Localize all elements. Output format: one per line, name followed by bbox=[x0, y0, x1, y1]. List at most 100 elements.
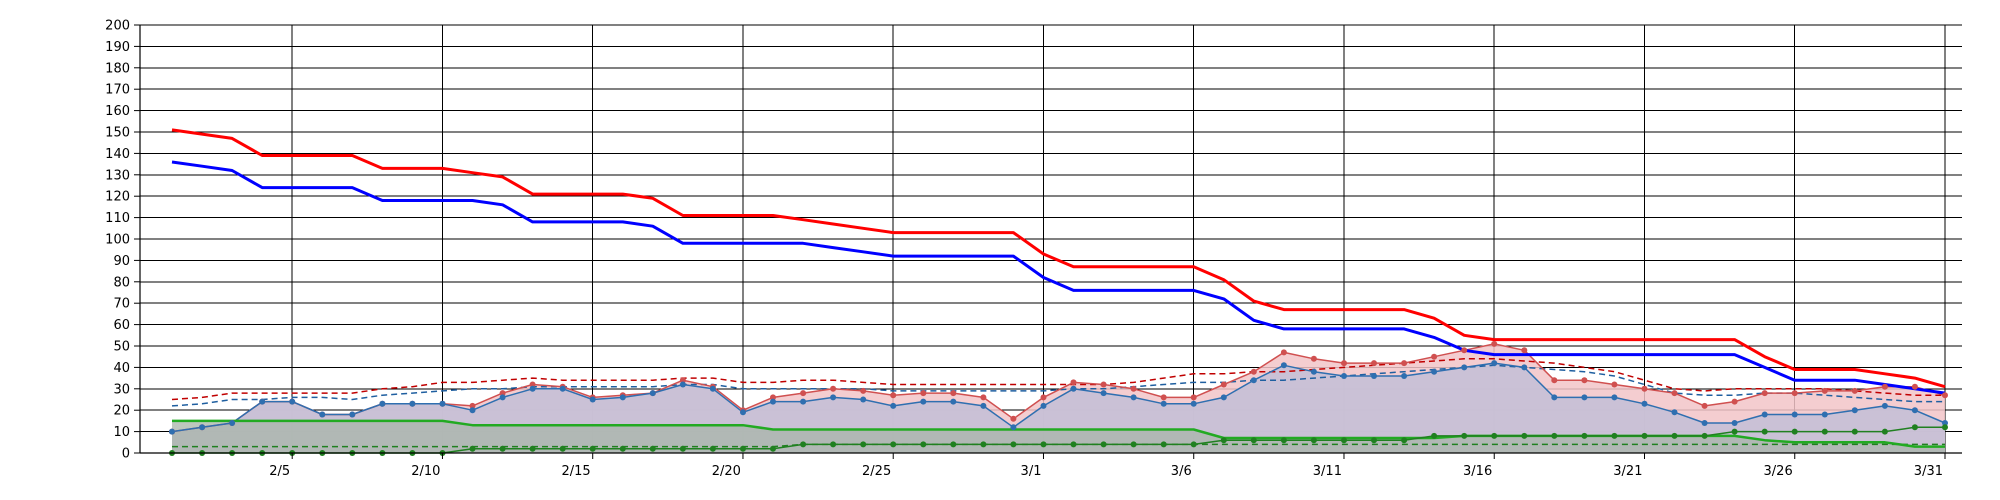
blue-marker-3 bbox=[259, 398, 266, 405]
green-marker-14 bbox=[589, 445, 596, 452]
red-marker-30 bbox=[1070, 379, 1077, 386]
series-lines bbox=[171, 128, 1946, 454]
blue-marker-2 bbox=[229, 420, 236, 426]
green-marker-10 bbox=[469, 445, 476, 452]
red-marker-37 bbox=[1280, 349, 1287, 356]
series-line-red-step bbox=[171, 128, 1946, 389]
green-marker-42 bbox=[1431, 432, 1438, 439]
green-marker-39 bbox=[1341, 437, 1347, 444]
blue-marker-11 bbox=[499, 394, 506, 401]
y-tick-label-9: 90 bbox=[113, 254, 130, 269]
green-marker-58 bbox=[1911, 424, 1918, 431]
series-line-red-dashed bbox=[171, 358, 1945, 401]
blue-marker-15 bbox=[619, 394, 626, 401]
red-marker-57 bbox=[1881, 383, 1888, 390]
x-tick-label-3: 2/20 bbox=[712, 464, 741, 479]
blue-marker-35 bbox=[1220, 394, 1227, 401]
red-marker-54 bbox=[1791, 390, 1798, 397]
blue-marker-31 bbox=[1100, 390, 1107, 397]
x-tick-label-10: 3/26 bbox=[1764, 464, 1793, 479]
blue-marker-4 bbox=[289, 398, 296, 405]
series-line-green-dashed bbox=[172, 443, 1945, 448]
blue-marker-36 bbox=[1250, 377, 1257, 384]
blue-marker-30 bbox=[1070, 385, 1077, 392]
green-marker-11 bbox=[499, 445, 506, 452]
red-marker-23 bbox=[860, 387, 867, 394]
x-tick-label-8: 3/16 bbox=[1463, 464, 1492, 479]
blue-marker-16 bbox=[649, 390, 656, 397]
red-marker-48 bbox=[1611, 381, 1618, 388]
red-marker-40 bbox=[1371, 360, 1377, 367]
green-marker-23 bbox=[860, 441, 867, 448]
series-markers bbox=[169, 340, 1948, 456]
x-tick-labels: 2/5 2/10 2/15 2/20 2/25 3/1 3/6 3/11 3/16 3/21 3/2… bbox=[269, 464, 1943, 479]
green-marker-41 bbox=[1401, 437, 1408, 444]
blue-marker-21 bbox=[800, 398, 807, 405]
green-marker-49 bbox=[1641, 432, 1648, 439]
y-tick-label-17: 170 bbox=[105, 83, 130, 98]
blue-marker-43 bbox=[1461, 364, 1468, 371]
red-marker-32 bbox=[1130, 385, 1137, 392]
series-line-blue-dashed bbox=[171, 364, 1945, 407]
y-tick-label-5: 50 bbox=[113, 340, 130, 355]
red-marker-59 bbox=[1942, 392, 1948, 399]
red-marker-41 bbox=[1401, 360, 1408, 367]
red-marker-46 bbox=[1551, 377, 1558, 384]
x-tick-label-4: 2/25 bbox=[862, 464, 891, 479]
red-marker-10 bbox=[469, 402, 476, 409]
green-marker-21 bbox=[800, 441, 807, 448]
red-marker-28 bbox=[1010, 415, 1017, 422]
y-tick-label-18: 180 bbox=[105, 61, 130, 76]
series-line-red-markers bbox=[171, 343, 1946, 433]
red-marker-25 bbox=[920, 390, 927, 397]
blue-marker-19 bbox=[740, 409, 746, 416]
blue-marker-18 bbox=[709, 385, 716, 392]
blue-marker-59 bbox=[1942, 420, 1948, 426]
y-tick-labels: 0 10 20 30 40 50 60 70 80 90 100 110 120 130 140 150 160… bbox=[105, 19, 130, 462]
green-marker-54 bbox=[1791, 428, 1798, 435]
blue-marker-1 bbox=[199, 424, 206, 431]
y-tick-label-13: 130 bbox=[105, 168, 130, 183]
green-marker-16 bbox=[649, 445, 656, 452]
blue-marker-37 bbox=[1280, 362, 1287, 369]
green-marker-29 bbox=[1040, 441, 1047, 448]
green-marker-15 bbox=[619, 445, 626, 452]
blue-marker-45 bbox=[1521, 364, 1528, 371]
green-marker-57 bbox=[1881, 428, 1888, 435]
red-marker-34 bbox=[1190, 394, 1197, 401]
blue-marker-55 bbox=[1821, 411, 1828, 418]
green-marker-40 bbox=[1371, 437, 1377, 444]
blue-marker-49 bbox=[1641, 400, 1648, 407]
series-line-green-markers bbox=[172, 426, 1945, 454]
y-tick-label-4: 40 bbox=[113, 361, 130, 376]
blue-marker-8 bbox=[409, 400, 416, 407]
blue-marker-20 bbox=[770, 398, 776, 405]
red-marker-44 bbox=[1491, 340, 1498, 347]
blue-marker-5 bbox=[319, 411, 326, 418]
y-tick-label-19: 190 bbox=[105, 40, 130, 55]
blue-marker-28 bbox=[1010, 424, 1017, 431]
green-marker-51 bbox=[1701, 432, 1708, 439]
green-marker-48 bbox=[1611, 432, 1618, 439]
blue-marker-44 bbox=[1491, 360, 1498, 367]
red-marker-21 bbox=[800, 390, 807, 397]
blue-marker-27 bbox=[980, 402, 987, 409]
area-fill-green bbox=[172, 420, 1945, 453]
blue-marker-23 bbox=[860, 396, 867, 403]
green-marker-22 bbox=[830, 441, 837, 448]
red-marker-22 bbox=[830, 385, 837, 392]
red-marker-11 bbox=[499, 390, 506, 397]
blue-marker-54 bbox=[1791, 411, 1798, 418]
blue-marker-56 bbox=[1851, 407, 1858, 414]
green-marker-25 bbox=[920, 441, 927, 448]
red-marker-24 bbox=[890, 392, 897, 399]
green-marker-44 bbox=[1491, 432, 1498, 439]
green-marker-33 bbox=[1160, 441, 1167, 448]
blue-marker-29 bbox=[1040, 402, 1047, 409]
green-marker-37 bbox=[1280, 437, 1287, 444]
y-tick-label-20: 200 bbox=[105, 19, 130, 34]
green-marker-59 bbox=[1942, 424, 1948, 431]
red-marker-52 bbox=[1731, 398, 1738, 405]
y-tick-label-15: 150 bbox=[105, 126, 130, 141]
green-marker-24 bbox=[890, 441, 897, 448]
